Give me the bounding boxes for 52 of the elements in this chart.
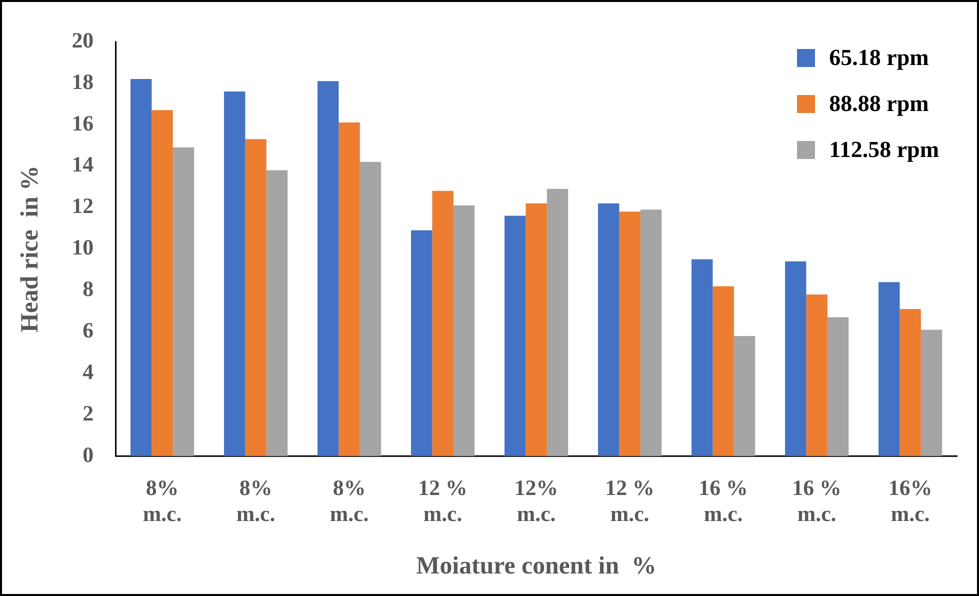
bar — [878, 282, 900, 456]
bar — [785, 261, 806, 456]
bar — [130, 79, 152, 456]
y-tick-label: 20 — [72, 28, 94, 52]
bar — [692, 259, 713, 456]
x-tick-label: 12 % m.c. — [605, 476, 654, 526]
y-tick-label: 2 — [82, 401, 94, 426]
y-tick-label: 18 — [72, 70, 94, 94]
y-tick-label: 10 — [72, 236, 94, 260]
bar — [453, 205, 475, 456]
bar — [360, 162, 382, 456]
bar — [318, 81, 339, 456]
y-tick-label: 4 — [82, 360, 94, 384]
bar — [411, 230, 432, 456]
bar — [266, 170, 288, 456]
y-tick-label: 16 — [72, 111, 94, 136]
legend-label: 112.58 rpm — [829, 137, 939, 163]
bar — [152, 110, 173, 456]
y-tick-label: 6 — [82, 318, 94, 342]
bar — [598, 203, 620, 456]
x-tick-label: 8% m.c. — [236, 476, 276, 526]
x-tick-label: 12% m.c. — [514, 476, 558, 526]
x-axis-title: Moiature conent in % — [416, 552, 656, 580]
bar — [806, 294, 828, 456]
bar — [640, 210, 662, 456]
x-tick-label: 12 % m.c. — [418, 476, 468, 526]
y-axis-title: Head rice in % — [16, 165, 44, 332]
y-tick-label: 0 — [82, 442, 94, 467]
bar — [900, 309, 921, 456]
bar — [734, 336, 756, 456]
y-tick-label: 8 — [82, 277, 94, 302]
bar — [827, 317, 849, 456]
bar — [224, 91, 246, 456]
y-tick-label: 14 — [72, 152, 94, 177]
bar — [526, 203, 547, 456]
bar — [920, 330, 942, 456]
x-tick-label: 8% m.c. — [330, 476, 369, 526]
bar — [338, 122, 360, 456]
x-tick-label: 16 % m.c. — [698, 476, 748, 526]
x-tick-label: 16 % m.c. — [792, 476, 842, 526]
bar — [504, 216, 526, 456]
x-tick-label: 16% m.c. — [888, 476, 932, 526]
bar — [619, 212, 640, 456]
bar — [712, 286, 734, 456]
legend-label: 65.18 rpm — [829, 45, 929, 71]
bar — [432, 190, 454, 456]
legend-label: 88.88 rpm — [829, 91, 929, 117]
bar — [245, 139, 266, 456]
y-tick-label: 12 — [72, 194, 94, 218]
bar — [172, 147, 194, 456]
x-tick-label: 8% m.c. — [142, 476, 182, 526]
bar — [546, 188, 568, 456]
